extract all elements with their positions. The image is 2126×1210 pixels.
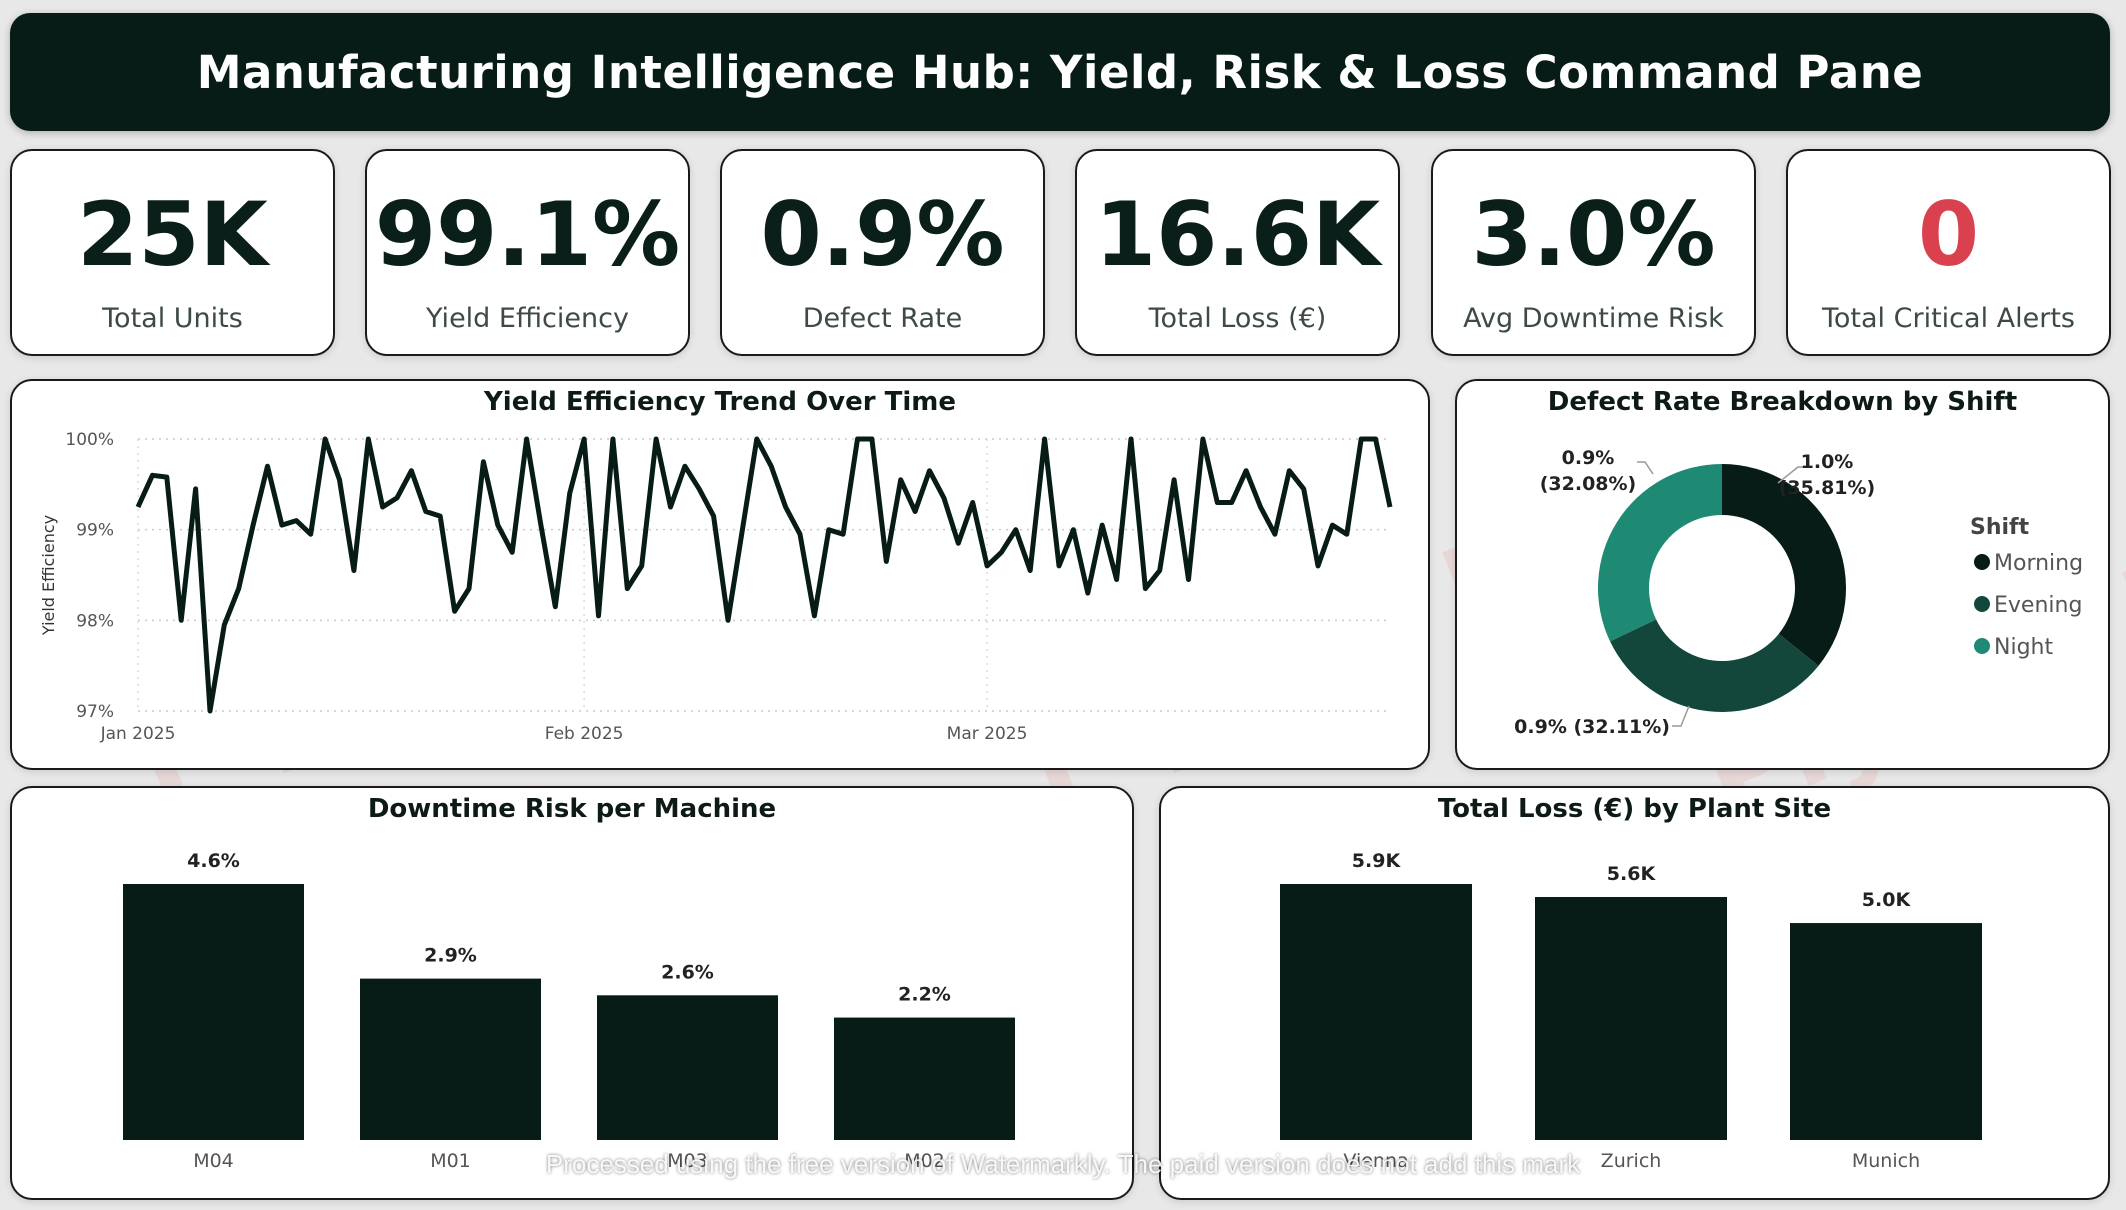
chart-title: Yield Efficiency Trend Over Time <box>483 387 957 417</box>
loss-plant-card: Total Loss (€) by Plant Site 5.9K Vienna 5… <box>1159 786 2110 1200</box>
bar-vienna[interactable] <box>1280 884 1472 1140</box>
legend-title: Shift <box>1970 515 2030 540</box>
legend-marker <box>1974 596 1990 612</box>
donut-slice-evening[interactable] <box>1610 619 1819 712</box>
x-tick-label: Feb 2025 <box>545 724 624 744</box>
donut-slice-morning[interactable] <box>1722 464 1846 666</box>
data-label: 2.2% <box>898 984 951 1006</box>
bar-m01[interactable] <box>360 978 541 1140</box>
legend-marker <box>1974 554 1990 570</box>
kpi-value: 99.1% <box>374 183 681 286</box>
x-tick-label: M01 <box>430 1150 471 1172</box>
kpi-value: 16.6K <box>1094 183 1381 286</box>
page-title: Manufacturing Intelligence Hub: Yield, R… <box>196 45 1924 99</box>
bar-munich[interactable] <box>1790 923 1982 1140</box>
leader-line <box>1637 461 1654 475</box>
data-label: 5.0K <box>1862 889 1912 911</box>
kpi-label: Total Units <box>102 303 243 334</box>
legend-item-night[interactable]: Night <box>1994 635 2053 660</box>
kpi-card-defect-rate: 0.9% Defect Rate <box>720 149 1045 356</box>
kpi-label: Yield Efficiency <box>426 303 629 334</box>
y-tick-label: 98% <box>76 611 114 631</box>
legend-item-morning[interactable]: Morning <box>1994 551 2083 576</box>
yield-trend-card: Yield Efficiency Trend Over Time Yield E… <box>10 379 1430 770</box>
kpi-label: Total Critical Alerts <box>1822 303 2075 334</box>
series-line <box>135 436 1393 714</box>
kpi-card-yield-efficiency: 99.1% Yield Efficiency <box>365 149 690 356</box>
x-tick-label: Munich <box>1852 1150 1920 1172</box>
dashboard-header: Manufacturing Intelligence Hub: Yield, R… <box>10 13 2110 131</box>
kpi-card-total-loss: 16.6K Total Loss (€) <box>1075 149 1400 356</box>
downtime-bar-chart: 4.6% M04 2.9% M01 2.6% M03 2.2% M02 <box>123 850 1015 1172</box>
legend-item-evening[interactable]: Evening <box>1994 593 2082 618</box>
data-label: 4.6% <box>187 850 240 872</box>
y-tick-label: 100% <box>65 430 114 450</box>
data-label: 1.0% <box>1801 451 1854 473</box>
legend-marker <box>1974 638 1990 654</box>
x-tick-label: M03 <box>667 1150 708 1172</box>
data-label: (35.81%) <box>1779 477 1876 499</box>
bar-zurich[interactable] <box>1535 897 1727 1140</box>
x-tick-label: Zurich <box>1601 1150 1662 1172</box>
kpi-value-alert: 0 <box>1917 183 1980 286</box>
defect-shift-card: Defect Rate Breakdown by Shift 1.0% (35.8… <box>1455 379 2110 770</box>
kpi-value: 3.0% <box>1471 183 1716 286</box>
loss-bar-chart: 5.9K Vienna 5.6K Zurich 5.0K Munich <box>1280 850 1982 1172</box>
data-label: 0.9% (32.11%) <box>1514 716 1670 738</box>
bar-m02[interactable] <box>834 1017 1015 1140</box>
data-label: 0.9% <box>1562 447 1615 469</box>
chart-title: Downtime Risk per Machine <box>367 794 777 824</box>
yield-trend-chart: Yield Efficiency 97% 98% 99% 100% Jan 2025 F… <box>39 430 1393 744</box>
kpi-card-total-units: 25K Total Units <box>10 149 335 356</box>
data-label: 2.9% <box>424 945 477 967</box>
chart-title: Total Loss (€) by Plant Site <box>1437 794 1832 824</box>
data-label: 2.6% <box>661 961 714 983</box>
y-axis-label: Yield Efficiency <box>39 515 58 636</box>
x-tick-label: Mar 2025 <box>947 724 1028 744</box>
bar-m03[interactable] <box>597 995 778 1140</box>
data-label: 5.6K <box>1607 863 1657 885</box>
x-tick-label: Vienna <box>1343 1150 1408 1172</box>
watermark-notice: Processed using the free version of Wate… <box>545 1149 1581 1179</box>
data-label: (32.08%) <box>1540 473 1637 495</box>
leader-line <box>1777 466 1809 484</box>
defect-shift-donut: 1.0% (35.81%) 0.9% (32.08%) 0.9% (32.11%) Sh… <box>1514 447 2083 738</box>
kpi-card-critical-alerts: 0 Total Critical Alerts <box>1786 149 2111 356</box>
downtime-machine-card: Downtime Risk per Machine 4.6% M04 2.9% M01… <box>10 786 1134 1200</box>
kpi-label: Total Loss (€) <box>1148 303 1327 334</box>
x-tick-label: Jan 2025 <box>100 724 176 744</box>
kpi-card-avg-downtime-risk: 3.0% Avg Downtime Risk <box>1431 149 1756 356</box>
chart-title: Defect Rate Breakdown by Shift <box>1547 387 2018 417</box>
leader-line <box>1672 705 1690 727</box>
donut-slice-night[interactable] <box>1598 464 1722 642</box>
kpi-value: 25K <box>77 183 268 286</box>
kpi-value: 0.9% <box>760 183 1005 286</box>
y-tick-label: 97% <box>76 702 114 722</box>
x-tick-label: M04 <box>193 1150 234 1172</box>
bar-m04[interactable] <box>123 884 304 1140</box>
kpi-label: Avg Downtime Risk <box>1463 303 1724 334</box>
x-tick-label: M02 <box>904 1150 945 1172</box>
y-tick-label: 99% <box>76 521 114 541</box>
kpi-label: Defect Rate <box>802 303 963 334</box>
data-label: 5.9K <box>1352 850 1402 872</box>
